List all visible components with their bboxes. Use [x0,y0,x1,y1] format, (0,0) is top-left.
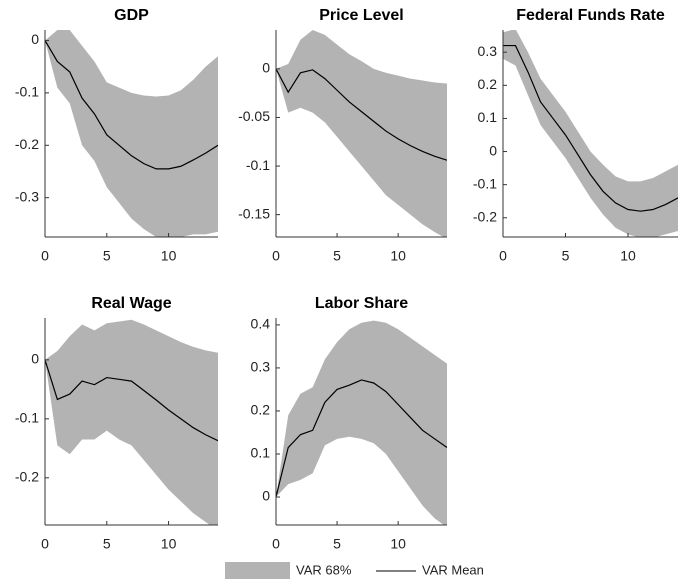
x-tick-label: 10 [161,248,177,264]
x-tick-label: 5 [103,536,111,552]
y-tick-label: 0 [262,60,270,76]
panel-title: Price Level [319,7,404,24]
plot-area [45,30,218,237]
x-tick-label: 5 [103,248,111,264]
panel-title: Federal Funds Rate [516,7,665,24]
plot-area [276,320,447,525]
panel-title: Labor Share [315,295,408,312]
y-tick-label: -0.15 [238,205,270,221]
panel-title: Real Wage [91,295,171,312]
legend-band-label: VAR 68% [296,562,352,577]
plot-area [45,319,218,525]
y-tick-label: -0.1 [246,157,270,173]
x-tick-label: 0 [41,536,49,552]
plot-area [276,30,447,237]
x-tick-label: 0 [499,248,507,264]
y-tick-label: 0.1 [251,445,271,461]
y-tick-label: -0.2 [15,469,39,485]
mean-line [45,40,218,170]
x-tick-label: 5 [562,248,570,264]
confidence-band [276,30,447,237]
plot-area [503,30,678,237]
legend-mean-label: VAR Mean [422,562,484,577]
y-tick-label: -0.1 [15,84,39,100]
x-tick-label: 10 [620,248,636,264]
y-tick-label: 0.1 [478,109,498,125]
confidence-band [45,319,218,525]
x-tick-label: 10 [161,536,177,552]
y-tick-label: 0.2 [478,76,498,92]
x-tick-label: 5 [333,248,341,264]
y-tick-label: 0 [489,142,497,158]
mean-line [503,44,678,212]
x-tick-label: 0 [272,536,280,552]
confidence-band [45,30,218,237]
y-tick-label: 0 [31,31,39,47]
x-tick-label: 0 [41,248,49,264]
y-tick-label: -0.1 [15,410,39,426]
y-tick-label: 0 [262,488,270,504]
y-tick-label: -0.2 [15,136,39,152]
confidence-band [503,30,678,237]
x-tick-label: 0 [272,248,280,264]
y-tick-label: 0 [31,351,39,367]
y-tick-label: -0.05 [238,108,270,124]
mean-line [45,359,218,442]
y-tick-label: -0.2 [473,208,497,224]
y-tick-label: 0.3 [251,359,271,375]
legend-band-swatch [225,562,290,579]
y-tick-label: 0.4 [251,316,271,332]
y-tick-label: 0.2 [251,402,271,418]
mean-line [276,68,447,161]
x-tick-label: 5 [333,536,341,552]
x-tick-label: 10 [390,248,406,264]
y-tick-label: 0.3 [478,43,498,59]
y-tick-label: -0.3 [15,188,39,204]
confidence-band [276,320,447,525]
mean-line [276,379,447,498]
y-tick-label: -0.1 [473,175,497,191]
panel-title: GDP [114,7,149,24]
x-tick-label: 10 [390,536,406,552]
